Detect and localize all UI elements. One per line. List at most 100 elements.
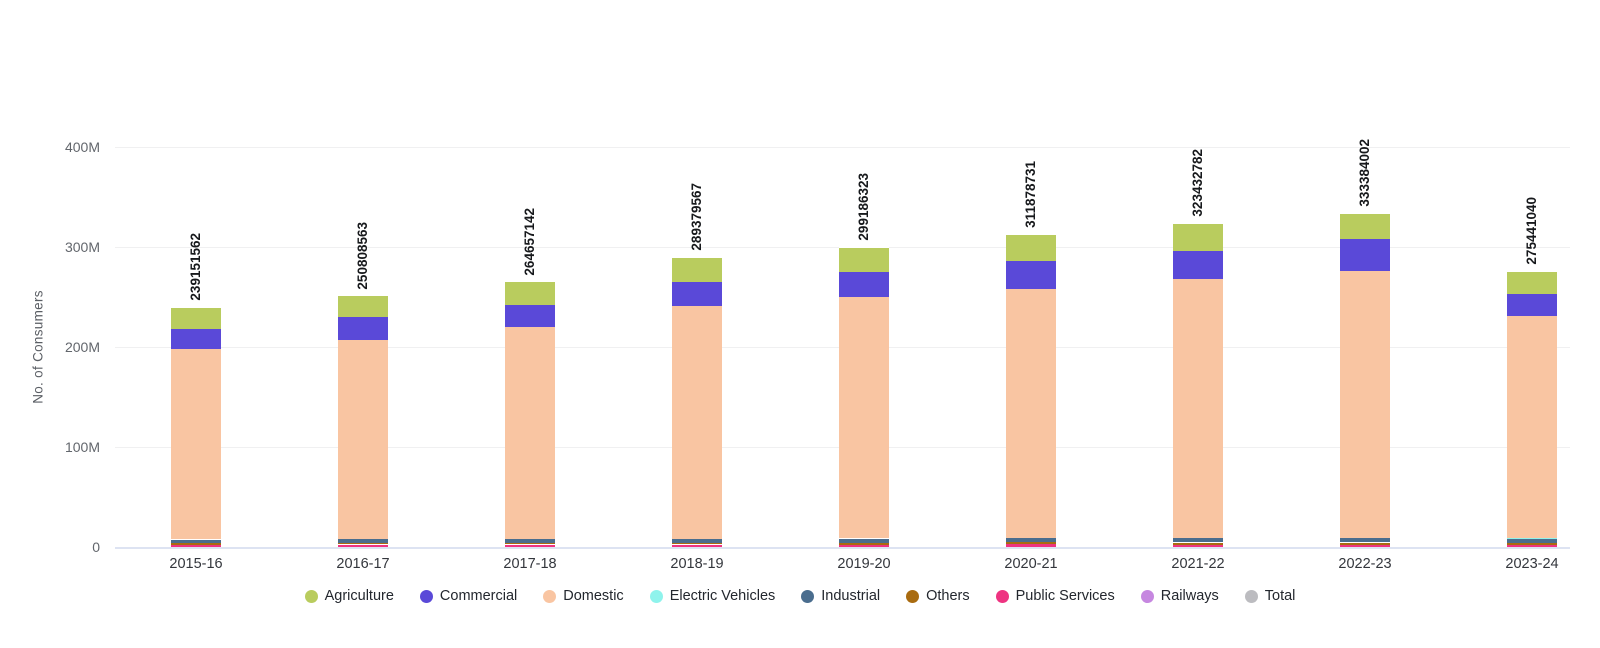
bar-total-label: 299186323 xyxy=(856,173,871,241)
legend-label: Others xyxy=(926,588,970,604)
legend-swatch-icon xyxy=(995,589,1009,603)
bar-segment-commercial[interactable] xyxy=(672,281,722,306)
bar-total-label: 275441040 xyxy=(1524,197,1539,265)
bar-segment-agriculture[interactable] xyxy=(1507,271,1557,294)
y-tick-label: 200M xyxy=(64,339,100,355)
bar-segment-domestic[interactable] xyxy=(672,305,722,539)
bar-segment-public-services[interactable] xyxy=(672,544,722,547)
bar-segment-public-services[interactable] xyxy=(505,544,555,547)
bar-segment-agriculture[interactable] xyxy=(1006,235,1056,262)
x-tick-label: 2023-24 xyxy=(1505,556,1559,572)
bar-segment-agriculture[interactable] xyxy=(839,247,889,272)
y-tick-label: 100M xyxy=(64,439,100,455)
bar-segment-others[interactable] xyxy=(338,542,388,545)
bar-segment-others[interactable] xyxy=(839,542,889,545)
bar-segment-commercial[interactable] xyxy=(1340,238,1390,271)
bar-segment-industrial[interactable] xyxy=(1173,538,1223,543)
bar-segment-commercial[interactable] xyxy=(1173,250,1223,279)
bar-segment-others[interactable] xyxy=(1006,542,1056,545)
bar-total-label: 289379567 xyxy=(689,183,704,251)
bar-segment-domestic[interactable] xyxy=(1507,316,1557,539)
legend-swatch-icon xyxy=(649,589,663,603)
bar-segment-agriculture[interactable] xyxy=(1340,213,1390,239)
legend-swatch-icon xyxy=(419,589,433,603)
bar-segment-domestic[interactable] xyxy=(1173,278,1223,539)
legend-item-industrial[interactable]: Industrial xyxy=(801,588,880,604)
bar-segment-domestic[interactable] xyxy=(1006,289,1056,539)
legend-label: Agriculture xyxy=(324,588,394,604)
bar-segment-commercial[interactable] xyxy=(505,305,555,328)
legend-item-domestic[interactable]: Domestic xyxy=(543,588,624,604)
bar-segment-domestic[interactable] xyxy=(505,327,555,539)
x-tick-label: 2022-23 xyxy=(1338,556,1392,572)
y-tick-label: 0 xyxy=(92,539,100,555)
x-tick-label: 2019-20 xyxy=(837,556,891,572)
bar-segment-public-services[interactable] xyxy=(1507,544,1557,547)
bar-segment-agriculture[interactable] xyxy=(338,296,388,318)
legend-swatch-icon xyxy=(906,589,920,603)
bar-segment-others[interactable] xyxy=(1507,542,1557,545)
legend-swatch-icon xyxy=(304,589,318,603)
bar-total-label: 311878731 xyxy=(1023,161,1038,229)
legend-label: Domestic xyxy=(563,588,624,604)
gridline xyxy=(115,147,1570,148)
bar-segment-industrial[interactable] xyxy=(839,538,889,543)
y-tick-label: 300M xyxy=(64,239,100,255)
bar-segment-public-services[interactable] xyxy=(338,544,388,547)
gridline xyxy=(115,247,1570,248)
x-tick-label: 2020-21 xyxy=(1004,556,1058,572)
bar-segment-industrial[interactable] xyxy=(1340,538,1390,543)
legend-item-commercial[interactable]: Commercial xyxy=(419,588,518,604)
bar-segment-public-services[interactable] xyxy=(1173,544,1223,547)
y-tick-label: 400M xyxy=(64,139,100,155)
legend-swatch-icon xyxy=(801,589,815,603)
bar-segment-public-services[interactable] xyxy=(171,544,221,547)
bar-segment-domestic[interactable] xyxy=(1340,270,1390,539)
bar-segment-domestic[interactable] xyxy=(338,340,388,540)
x-tick-label: 2017-18 xyxy=(503,556,557,572)
legend-item-public-services[interactable]: Public Services xyxy=(995,588,1115,604)
bar-total-label: 239151562 xyxy=(188,233,203,301)
bar-segment-commercial[interactable] xyxy=(338,317,388,341)
x-tick-label: 2015-16 xyxy=(169,556,223,572)
legend-swatch-icon xyxy=(543,589,557,603)
bar-segment-industrial[interactable] xyxy=(171,539,221,544)
bar-segment-agriculture[interactable] xyxy=(672,257,722,282)
bar-segment-industrial[interactable] xyxy=(1507,538,1557,543)
legend-label: Commercial xyxy=(439,588,518,604)
bar-segment-industrial[interactable] xyxy=(505,538,555,543)
bar-segment-others[interactable] xyxy=(1340,542,1390,545)
legend-label: Industrial xyxy=(821,588,881,604)
legend-item-railways[interactable]: Railways xyxy=(1140,588,1219,604)
legend-item-total[interactable]: Total xyxy=(1244,588,1296,604)
legend-item-others[interactable]: Others xyxy=(906,588,970,604)
bar-segment-commercial[interactable] xyxy=(839,271,889,297)
bar-segment-public-services[interactable] xyxy=(839,544,889,547)
bar-segment-commercial[interactable] xyxy=(1006,261,1056,290)
bar-segment-domestic[interactable] xyxy=(839,296,889,539)
bar-segment-agriculture[interactable] xyxy=(171,307,221,329)
bar-segment-industrial[interactable] xyxy=(1006,538,1056,543)
bar-segment-agriculture[interactable] xyxy=(1173,223,1223,251)
bar-segment-public-services[interactable] xyxy=(1340,544,1390,547)
bar-segment-commercial[interactable] xyxy=(1507,293,1557,317)
legend-label: Public Services xyxy=(1015,588,1115,604)
bar-segment-public-services[interactable] xyxy=(1006,544,1056,547)
bar-segment-industrial[interactable] xyxy=(672,538,722,543)
bar-segment-commercial[interactable] xyxy=(171,328,221,349)
x-axis-line xyxy=(115,547,1570,549)
legend-item-electric-vehicles[interactable]: Electric Vehicles xyxy=(649,588,775,604)
bar-segment-agriculture[interactable] xyxy=(505,282,555,306)
bar-segment-others[interactable] xyxy=(171,543,221,545)
x-tick-label: 2018-19 xyxy=(670,556,724,572)
bar-segment-others[interactable] xyxy=(505,542,555,545)
legend-swatch-icon xyxy=(1140,589,1154,603)
bar-segment-others[interactable] xyxy=(1173,542,1223,545)
legend-item-agriculture[interactable]: Agriculture xyxy=(304,588,394,604)
bar-total-label: 250808563 xyxy=(355,221,370,290)
bar-segment-industrial[interactable] xyxy=(338,539,388,543)
bar-segment-others[interactable] xyxy=(672,542,722,545)
bar-segment-domestic[interactable] xyxy=(171,348,221,540)
legend-label: Total xyxy=(1264,588,1296,604)
